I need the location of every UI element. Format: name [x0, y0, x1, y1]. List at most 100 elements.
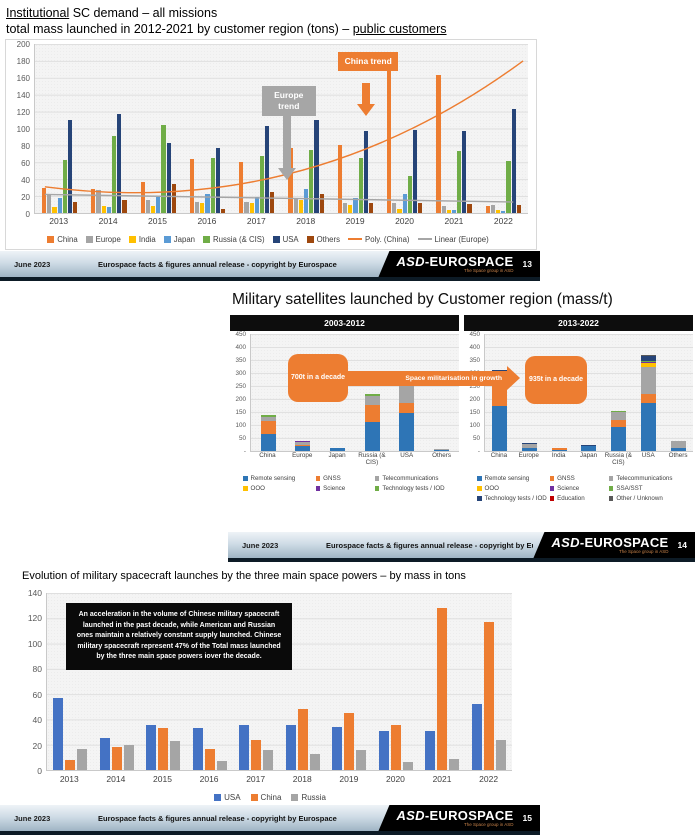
china-bar [337, 144, 342, 213]
europe-bar [145, 200, 150, 213]
china-trend-arrow [357, 83, 376, 117]
footer-date: June 2023 [14, 259, 51, 269]
japan-bar [353, 197, 358, 213]
legend-item-remote-sensing: Remote sensing [243, 475, 314, 482]
asd-eurospace-logo: ASD-EUROSPACE The Space group in ASD 13 [378, 251, 540, 277]
japan-bar [501, 211, 506, 213]
legend-swatch [243, 486, 248, 491]
other-unknown-bar [640, 355, 656, 356]
x-tick-label: USA [641, 452, 655, 459]
china-bar [111, 747, 122, 770]
x-axis-labels: China Europe India Japan Russia (& CIS) USA Ot… [484, 452, 693, 472]
bar-group-2016 [192, 593, 227, 770]
logo-asd: ASD [551, 534, 580, 550]
footer-date: June 2023 [242, 540, 279, 550]
legend-swatch [128, 235, 136, 243]
legend-item-ssa-sst: SSA/SST [608, 485, 693, 492]
chart-legend: Remote sensing GNSS Telecommunications OOO S… [464, 472, 693, 502]
europe-bar [47, 193, 52, 213]
slide1-title: Institutional SC demand – all missions t… [0, 0, 540, 38]
legend-item-technology-tests-iod: Technology tests / IOD [477, 495, 548, 502]
russia-cis-bar [161, 125, 166, 213]
plot-area [484, 334, 693, 452]
legend-swatch [163, 235, 171, 243]
gnss-bar [640, 394, 656, 404]
legend-label: China [260, 793, 282, 802]
bar-group-2019 [332, 593, 367, 770]
europe-bar [96, 190, 101, 213]
japan-bar [156, 196, 161, 213]
legend-label: Linear (Europe) [434, 234, 489, 244]
china-bar [251, 739, 262, 770]
bar-group-2013 [53, 593, 88, 770]
x-tick-label: 2015 [153, 774, 172, 784]
bar-group-others [434, 334, 450, 451]
remote-sensing-bar [399, 412, 415, 451]
legend-item-technology-tests-iod: Technology tests / IOD [374, 485, 459, 492]
china-bar [344, 713, 355, 770]
legend-swatch [477, 486, 482, 491]
bar-group-2021 [425, 593, 460, 770]
y-axis: 200 180 160 140 120 100 80 60 40 20 0 [16, 39, 30, 219]
telecommunications-bar [434, 448, 450, 451]
legend-swatch [608, 486, 614, 491]
japan-bar [304, 189, 309, 213]
x-tick-label: China [259, 452, 276, 459]
usa-bar [239, 724, 250, 770]
remote-sensing-bar [434, 450, 450, 451]
china-bar [140, 181, 145, 213]
gnss-bar [295, 445, 311, 446]
russia-bar [216, 761, 227, 770]
remote-sensing-bar [522, 447, 538, 451]
legend-item-china: China [250, 793, 282, 802]
others-bar [73, 202, 78, 213]
legend-swatch [549, 486, 555, 491]
china-bar [91, 189, 96, 213]
chart-2003-2012: 450 400 350 300 250 200 150 100 50- China Europe J… [230, 331, 459, 472]
china-bar [485, 206, 490, 213]
plot-area: Europe trend China trend [34, 44, 528, 214]
slide1-title-line2: total mass launched in 2012-2021 by cust… [6, 21, 540, 37]
usa-bar [53, 697, 64, 770]
legend-swatch [47, 235, 55, 243]
bar-group-2017 [239, 593, 274, 770]
chart-legend: China Europe India Japan Russia (& CIS) USA Ot… [8, 228, 528, 247]
x-tick-label: 2016 [199, 774, 219, 784]
x-tick-label: 2013 [59, 774, 79, 784]
x-tick-label: 2019 [345, 216, 365, 226]
legend-label: Telecommunications [616, 475, 673, 482]
x-tick-label: Russia (& CIS) [358, 452, 386, 467]
europe-bar [490, 205, 496, 213]
india-bar [150, 206, 156, 213]
technology-tests-iod-bar [260, 414, 276, 417]
china-trend-callout: China trend [338, 52, 399, 72]
india-bar [52, 207, 57, 213]
china-bar [158, 728, 169, 770]
europe-bar [195, 202, 200, 213]
x-tick-label: 2013 [49, 216, 69, 226]
legend-item-china: China [47, 235, 78, 244]
legend-item-ooo: OOO [477, 485, 548, 492]
legend-item-usa: USA [272, 235, 299, 244]
usa-bar [285, 724, 296, 770]
china-bar [189, 158, 195, 213]
legend-item-telecommunications: Telecommunications [608, 475, 693, 482]
plot-area [250, 334, 459, 452]
page-number: 14 [677, 540, 687, 550]
x-tick-label: Others [668, 452, 688, 459]
x-tick-label: 2019 [339, 774, 359, 784]
legend-item-india: India [128, 235, 156, 244]
usa-bar [117, 114, 122, 213]
annotation-box: An acceleration in the volume of Chinese… [66, 603, 292, 670]
panel-header-2013-2022: 2013-2022 [464, 315, 693, 331]
bar-group-usa [640, 334, 656, 451]
x-axis-labels: 2013 2014 2015 2016 2017 2018 2019 2020 2021 2022 [46, 771, 512, 787]
legend-swatch [214, 794, 222, 801]
space-militarisation-arrow: Space militarisation in growth [344, 366, 520, 390]
russia-bar [449, 758, 460, 770]
others-bar [368, 202, 374, 213]
legend-item-europe: Europe [85, 235, 121, 244]
remote-sensing-bar [581, 445, 597, 451]
asd-eurospace-logo: ASD-EUROSPACE The Space group in ASD 15 [378, 805, 540, 831]
